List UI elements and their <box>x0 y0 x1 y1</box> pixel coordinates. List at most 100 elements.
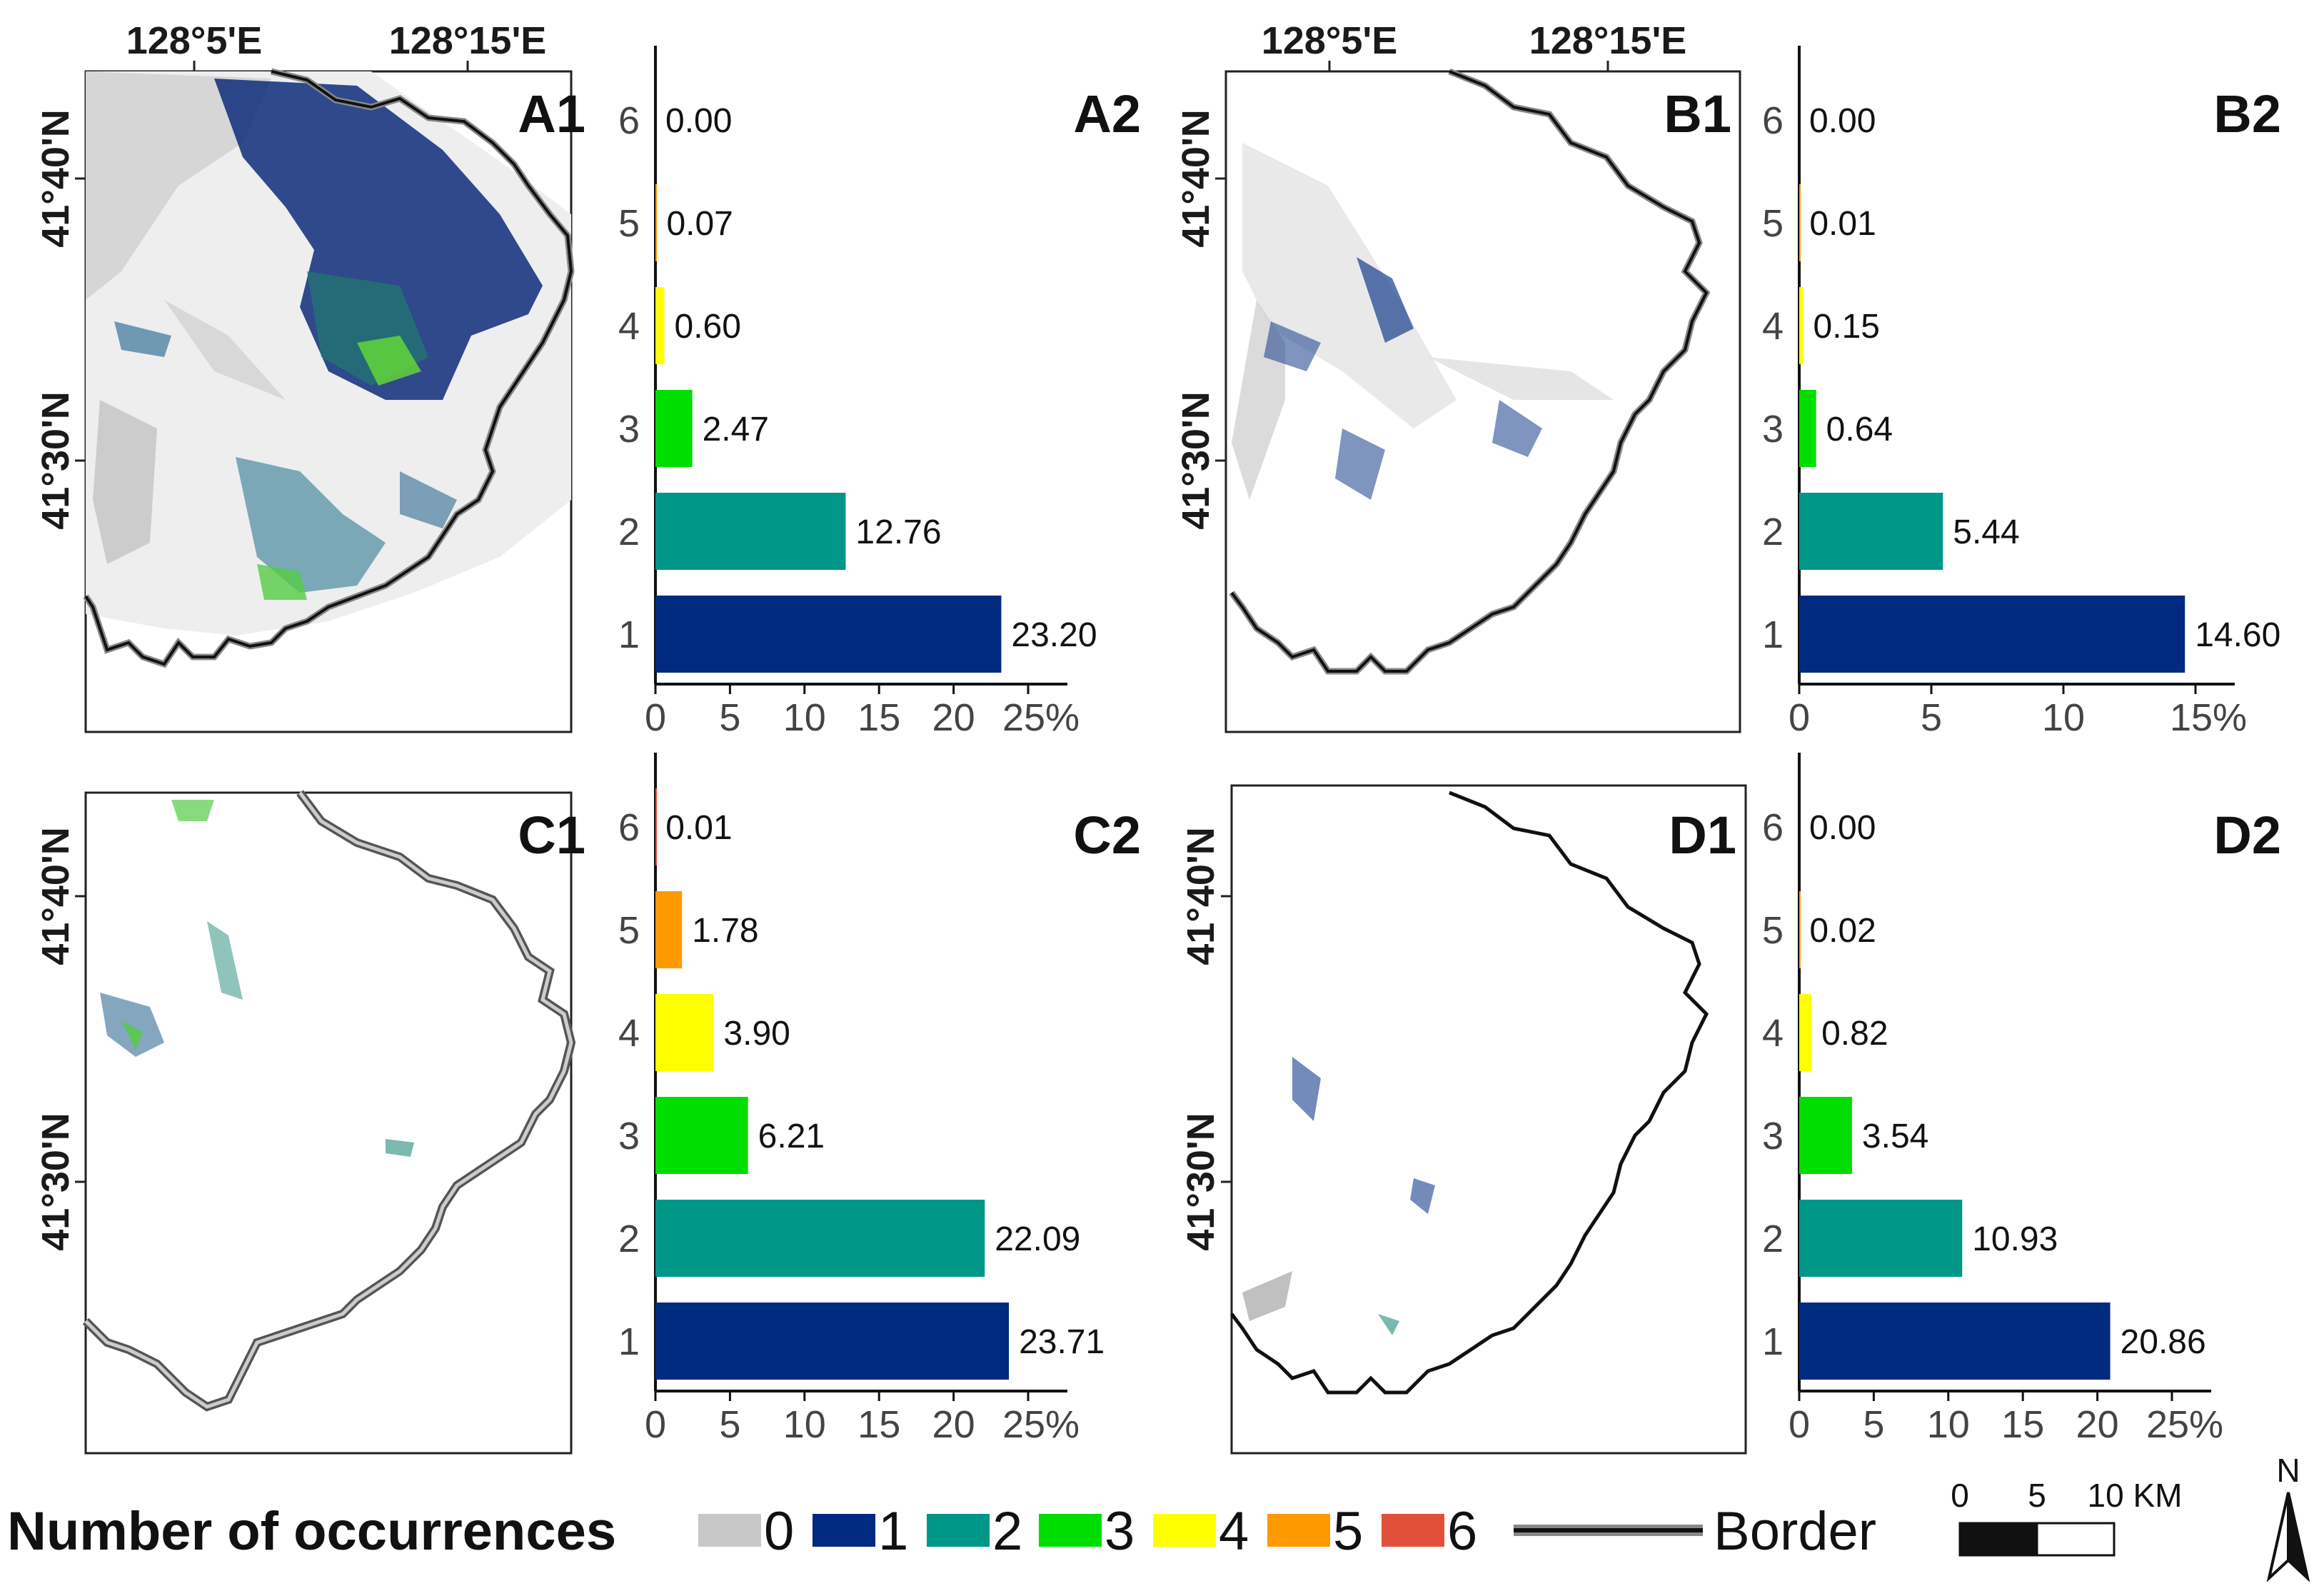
category-label: 4 <box>618 305 640 348</box>
category-label: 5 <box>618 909 640 952</box>
category-label: 1 <box>1762 613 1784 656</box>
class2-area <box>207 921 243 1000</box>
class1-area <box>114 321 171 357</box>
value-label: 2.47 <box>703 411 769 448</box>
x-tick-label: 0 <box>645 696 666 739</box>
bar <box>1799 493 1943 570</box>
class0-area <box>1428 357 1614 400</box>
value-label: 23.20 <box>1011 616 1097 654</box>
panel-label: C2 <box>1073 805 1141 865</box>
category-label: 3 <box>1762 408 1784 451</box>
bar <box>655 287 665 364</box>
value-label: 0.60 <box>675 308 741 346</box>
bar <box>655 1200 985 1277</box>
bar <box>655 788 657 865</box>
panel-label: A1 <box>518 84 585 144</box>
value-label: 0.00 <box>665 102 732 140</box>
x-tick-label: 15% <box>2170 696 2247 739</box>
category-label: 4 <box>618 1012 640 1055</box>
value-label: 0.00 <box>1809 102 1876 140</box>
class1-area <box>100 993 164 1057</box>
lat-label: 41°40'N <box>1174 109 1217 248</box>
legend-swatch <box>813 1514 875 1547</box>
value-label: 6.21 <box>758 1118 825 1155</box>
x-tick-label: 5 <box>1863 1403 1884 1446</box>
x-tick-label: 10 <box>783 1403 826 1446</box>
value-label: 23.71 <box>1019 1323 1105 1361</box>
bar <box>1799 390 1816 467</box>
map-d1: 41°40'N 41°30'N D1 <box>1179 784 1747 1455</box>
category-label: 2 <box>1762 1218 1784 1260</box>
value-label: 20.86 <box>2121 1323 2206 1361</box>
class1-area <box>1264 321 1321 371</box>
value-label: 3.90 <box>723 1015 790 1053</box>
panel-label: C1 <box>518 805 585 865</box>
legend-label: 6 <box>1447 1501 1477 1562</box>
scale-segment-white <box>2036 1522 2116 1557</box>
x-tick-label: 25% <box>1002 696 1080 739</box>
lon-label: 128°15'E <box>389 19 547 62</box>
map-b1: 128°5'E 128°15'E 41°40'N 41°30'N B1 <box>1174 19 1741 733</box>
bar-chart-a2: 1 23.20 2 12.76 3 2.47 4 0.60 5 0.07 6 0.00 0 5 10 15 20… <box>618 46 1141 739</box>
legend-label: 5 <box>1333 1501 1363 1562</box>
legend-label: 1 <box>878 1501 908 1562</box>
category-label: 6 <box>618 99 640 142</box>
panel-label: A2 <box>1073 84 1141 144</box>
border-line <box>1230 70 1709 673</box>
value-label: 3.54 <box>1862 1118 1928 1155</box>
x-tick-label: 15 <box>2001 1403 2044 1446</box>
bar <box>1799 1303 2111 1380</box>
class1-area <box>236 457 386 593</box>
bar <box>1799 891 1801 968</box>
scale-label: 5 <box>2028 1477 2046 1514</box>
bar-chart-b2: 1 14.60 2 5.44 3 0.64 4 0.15 5 0.01 6 0.00 0 5 10 15% B2 <box>1762 46 2281 739</box>
value-label: 0.01 <box>1809 205 1876 243</box>
bar <box>655 1097 748 1174</box>
bar <box>1799 1097 1852 1174</box>
class0-area <box>86 71 271 300</box>
value-label: 22.09 <box>995 1220 1080 1258</box>
category-label: 6 <box>1762 99 1784 142</box>
x-tick-label: 10 <box>783 696 826 739</box>
class1-area <box>1357 257 1414 343</box>
legend-label: 2 <box>992 1501 1022 1562</box>
class1-area <box>214 79 543 400</box>
x-tick-label: 20 <box>932 1403 975 1446</box>
legend-swatch <box>1267 1514 1330 1547</box>
category-label: 4 <box>1762 305 1784 348</box>
value-label: 0.15 <box>1814 308 1880 346</box>
legend: Number of occurrences 0 1 2 3 4 5 6 Border <box>7 1501 1876 1562</box>
category-label: 1 <box>1762 1320 1784 1363</box>
bar <box>655 891 683 968</box>
legend-label: 0 <box>764 1501 794 1562</box>
lat-label: 41°30'N <box>34 1113 77 1251</box>
value-label: 1.78 <box>692 912 758 950</box>
map-frame <box>1224 70 1741 733</box>
map-a1: 128°5'E 128°15'E 41°40'N 41°30'N A1 <box>34 19 585 733</box>
lon-label: 128°15'E <box>1529 19 1687 62</box>
value-label: 0.82 <box>1821 1015 1888 1053</box>
x-tick-label: 25% <box>1002 1403 1080 1446</box>
class3-area <box>121 1021 143 1050</box>
bar <box>655 1303 1010 1380</box>
x-tick-label: 5 <box>1921 696 1942 739</box>
legend-items: 0 1 2 3 4 5 6 <box>698 1501 1477 1562</box>
legend-swatch <box>1153 1514 1216 1547</box>
lat-label: 41°30'N <box>34 391 77 530</box>
x-tick-label: 0 <box>1789 696 1810 739</box>
x-tick-label: 20 <box>2076 1403 2119 1446</box>
x-tick-label: 0 <box>645 1403 666 1446</box>
x-tick-label: 5 <box>719 696 740 739</box>
legend-swatch <box>927 1514 990 1547</box>
class3-area <box>257 564 307 600</box>
class1-area <box>1410 1178 1435 1214</box>
scale-label: 0 <box>1951 1477 1969 1514</box>
category-label: 2 <box>1762 511 1784 553</box>
value-label: 0.00 <box>1809 809 1876 847</box>
lat-label: 41°40'N <box>34 109 77 248</box>
value-label: 0.02 <box>1809 912 1876 950</box>
value-label: 0.64 <box>1826 411 1893 448</box>
x-tick-label: 5 <box>719 1403 740 1446</box>
bar-chart-c2: 1 23.71 2 22.09 3 6.21 4 3.90 5 1.78 6 0.01 0 5 10 15 20… <box>618 753 1141 1446</box>
